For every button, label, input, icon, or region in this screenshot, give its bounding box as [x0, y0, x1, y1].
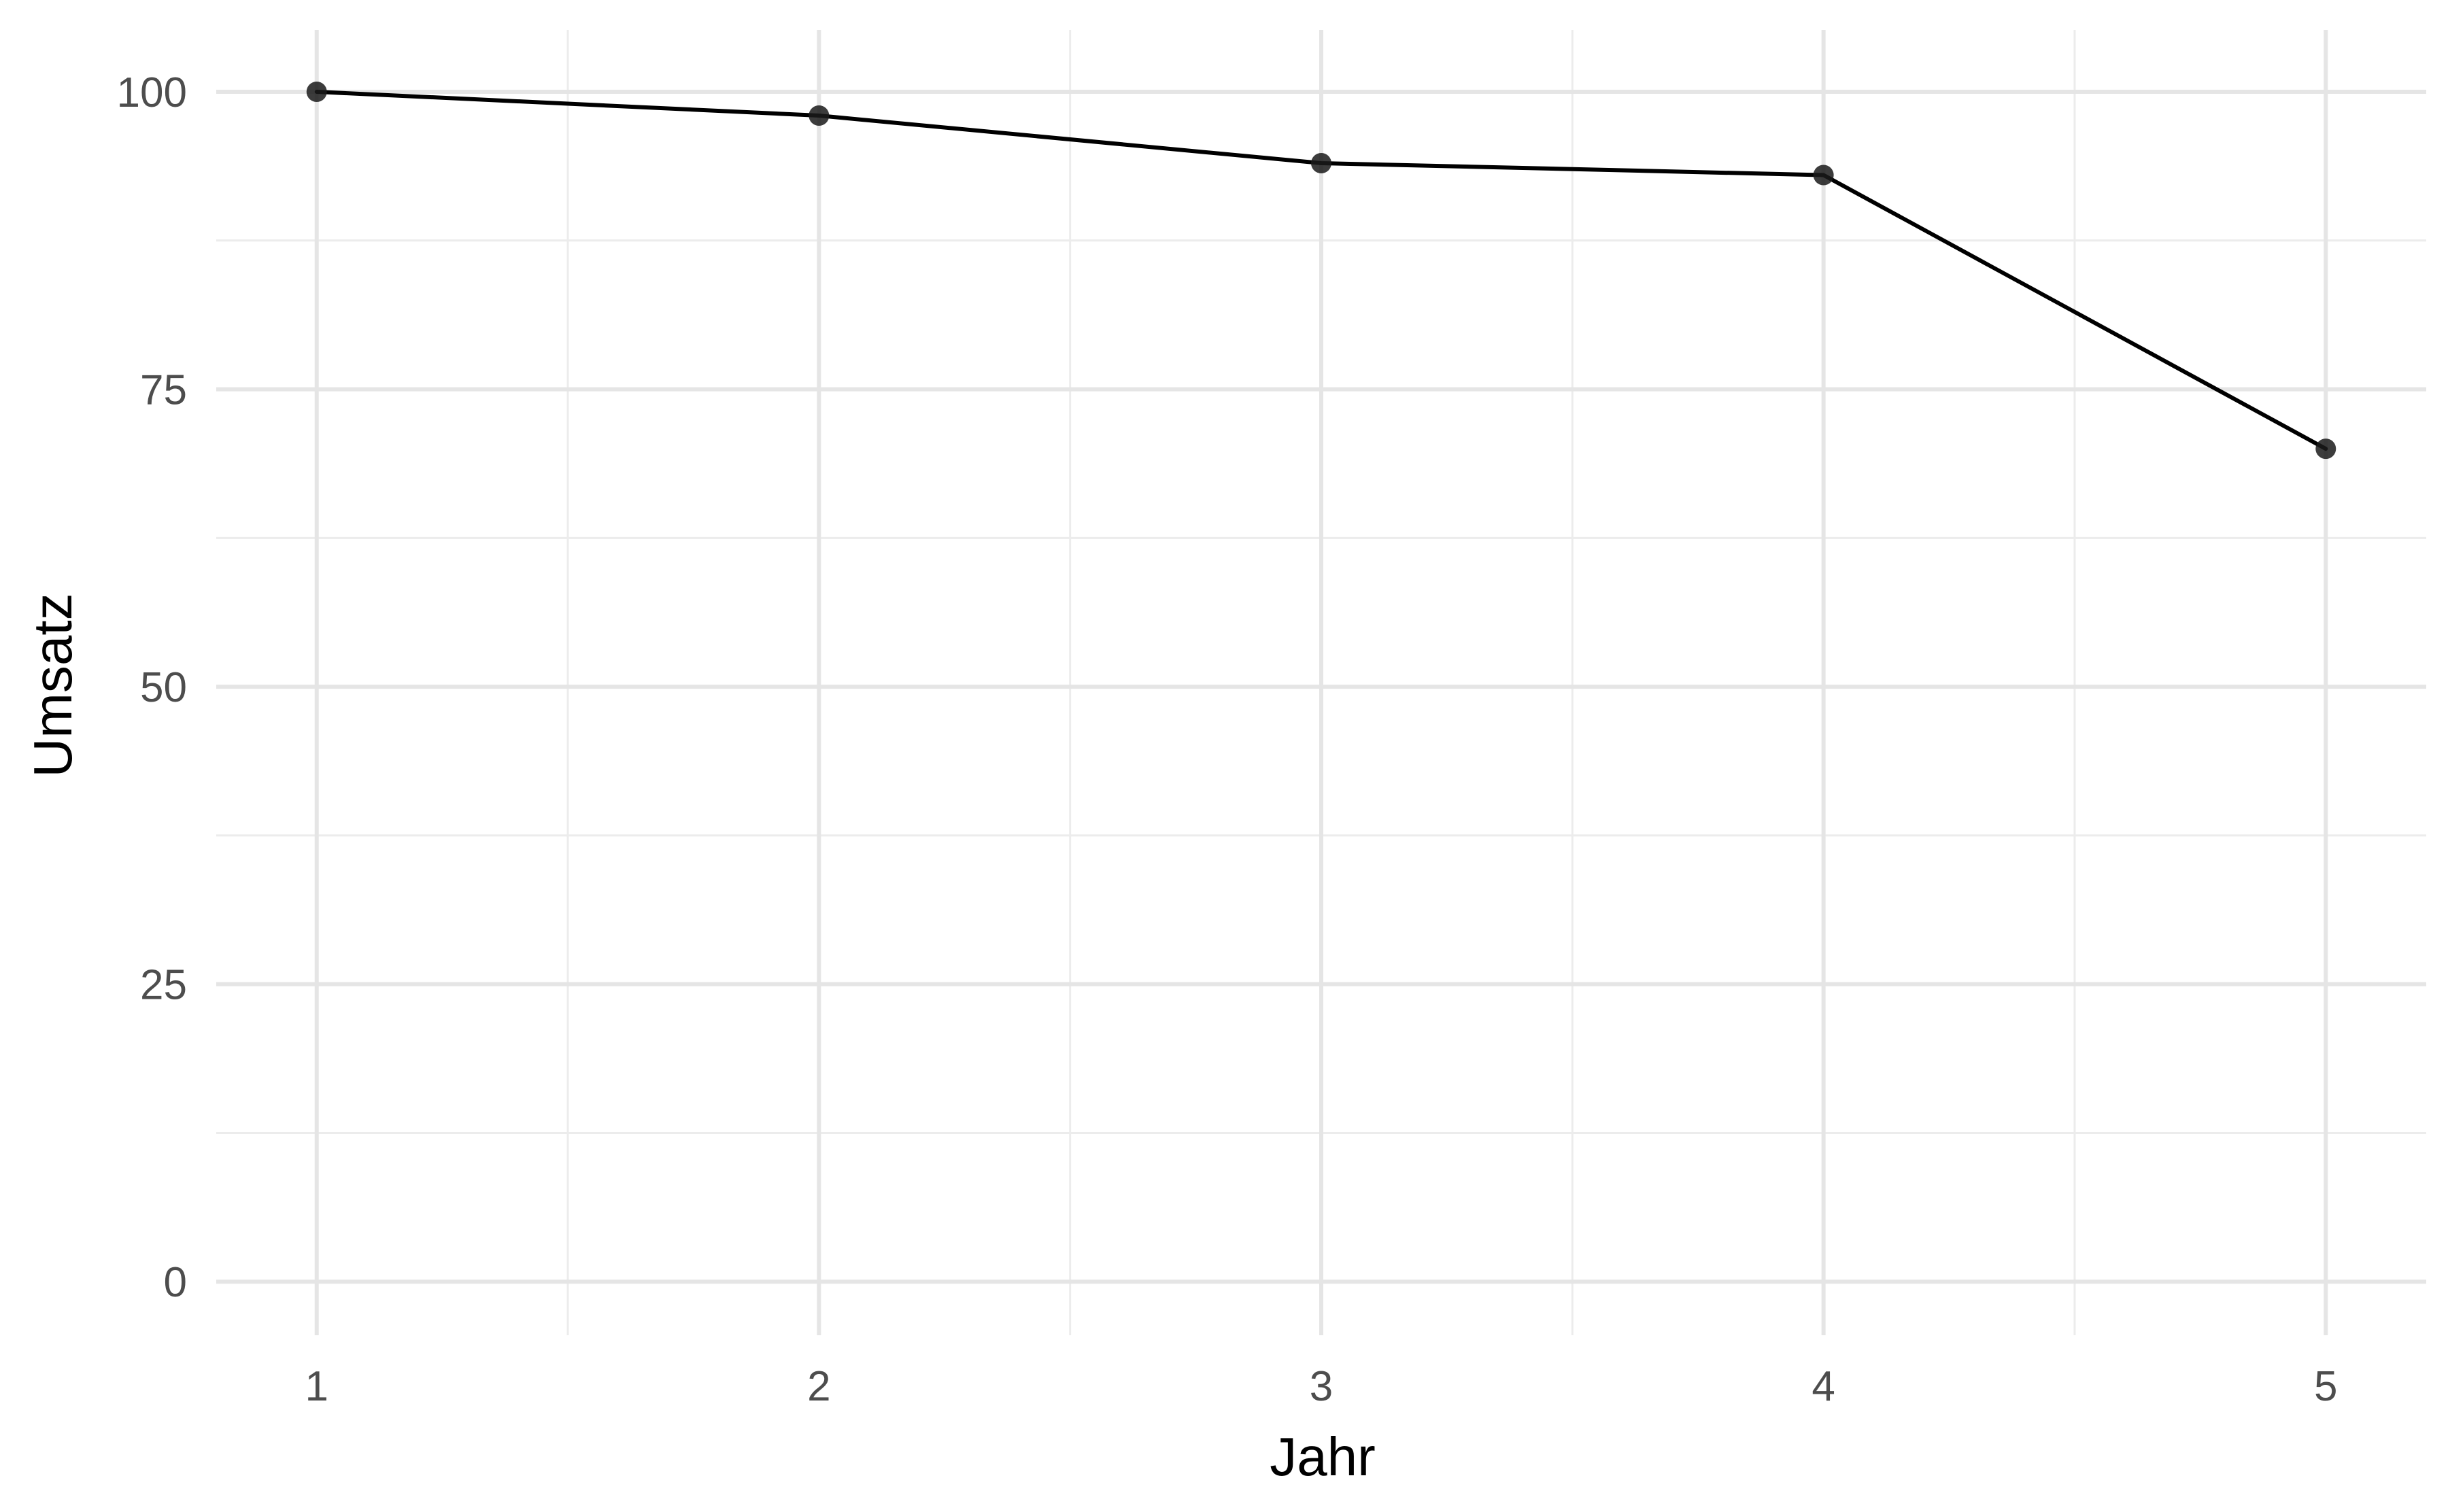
y-tick-label: 25 [140, 962, 187, 1009]
x-tick-label: 2 [807, 1363, 830, 1410]
data-point [1813, 165, 1834, 186]
x-tick-label: 3 [1310, 1363, 1333, 1410]
y-tick-label: 50 [140, 664, 187, 711]
data-point [1311, 153, 1331, 174]
x-tick-label: 4 [1812, 1363, 1835, 1410]
y-axis-title: Umsatz [22, 593, 83, 777]
major-gridlines [216, 30, 2426, 1335]
y-tick-label: 0 [164, 1259, 187, 1306]
x-tick-labels: 1 2 3 4 5 [305, 1363, 2337, 1410]
y-tick-label: 75 [140, 367, 187, 414]
y-tick-labels: 0 25 50 75 100 [117, 69, 187, 1306]
data-point [2315, 439, 2336, 460]
data-points [306, 82, 2336, 460]
data-point [809, 105, 830, 126]
data-point [306, 82, 327, 103]
y-tick-label: 100 [117, 69, 187, 116]
x-tick-label: 5 [2314, 1363, 2337, 1410]
x-tick-label: 1 [305, 1363, 328, 1410]
x-axis-title: Jahr [1270, 1426, 1376, 1487]
